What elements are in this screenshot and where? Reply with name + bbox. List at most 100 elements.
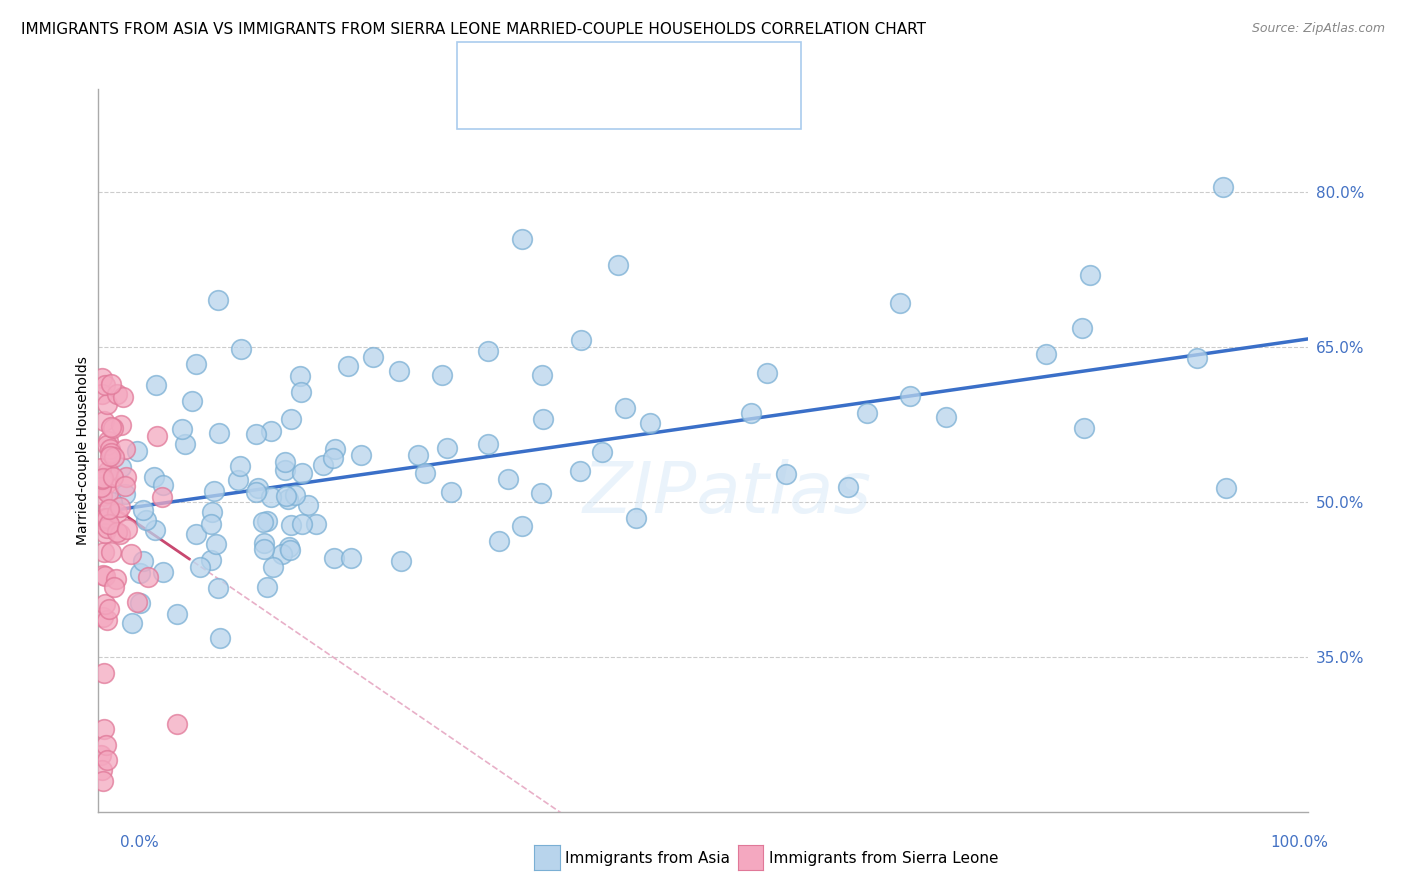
Point — [278, 542, 301, 557]
Point — [136, 570, 159, 584]
Point — [312, 458, 335, 472]
Text: R =  0.373   N = 107: R = 0.373 N = 107 — [516, 58, 697, 76]
Point — [96, 511, 118, 525]
Point — [531, 368, 554, 382]
Point — [107, 386, 129, 401]
Point — [103, 421, 125, 435]
Point — [135, 514, 157, 528]
Point — [91, 471, 114, 485]
Point — [200, 553, 222, 567]
Point — [100, 449, 122, 463]
Point — [291, 517, 314, 532]
Point — [91, 764, 114, 778]
Point — [96, 434, 118, 448]
Point — [96, 753, 118, 767]
Point — [114, 442, 136, 456]
Point — [166, 717, 188, 731]
Point — [152, 478, 174, 492]
Point — [253, 536, 276, 550]
Point — [389, 554, 412, 568]
Point — [96, 397, 118, 411]
Point — [96, 438, 118, 452]
Point — [146, 428, 169, 442]
Point — [121, 616, 143, 631]
Point — [100, 420, 122, 434]
Point — [245, 426, 267, 441]
Point — [120, 547, 142, 561]
Point — [488, 533, 510, 548]
Point — [569, 464, 592, 478]
Point — [245, 485, 267, 500]
Point — [97, 464, 120, 478]
Point — [569, 333, 592, 347]
Point — [337, 359, 360, 373]
Point — [477, 343, 499, 358]
Point — [260, 425, 283, 439]
Point — [91, 773, 114, 788]
Point — [93, 545, 115, 559]
Point — [110, 527, 132, 541]
Point — [280, 412, 302, 426]
Point — [129, 597, 152, 611]
Point — [172, 422, 194, 436]
Point — [91, 610, 114, 624]
Text: ZIPatlas: ZIPatlas — [582, 459, 872, 528]
Point — [208, 631, 231, 645]
Text: Immigrants from Sierra Leone: Immigrants from Sierra Leone — [769, 851, 998, 865]
Point — [290, 385, 312, 400]
Point — [388, 364, 411, 378]
Point — [110, 500, 132, 515]
Point — [105, 524, 128, 539]
Point — [115, 522, 138, 536]
Point — [291, 466, 314, 480]
Point — [90, 747, 112, 762]
Point — [756, 366, 779, 380]
Point — [94, 569, 117, 583]
Point — [90, 472, 112, 486]
Point — [510, 232, 533, 246]
Point — [256, 514, 278, 528]
Text: IMMIGRANTS FROM ASIA VS IMMIGRANTS FROM SIERRA LEONE MARRIED-COUPLE HOUSEHOLDS C: IMMIGRANTS FROM ASIA VS IMMIGRANTS FROM … — [21, 22, 927, 37]
Point — [114, 478, 136, 492]
Point — [252, 515, 274, 529]
Text: 0.0%: 0.0% — [120, 836, 159, 850]
Point — [114, 487, 136, 501]
Point — [323, 442, 346, 457]
Point — [1215, 481, 1237, 495]
Point — [125, 443, 148, 458]
Point — [101, 494, 124, 508]
Point — [103, 450, 125, 464]
Y-axis label: Married-couple Households: Married-couple Households — [76, 356, 90, 545]
Point — [280, 517, 302, 532]
Point — [775, 467, 797, 481]
Point — [1187, 351, 1209, 365]
Point — [93, 414, 115, 428]
Point — [436, 441, 458, 455]
Text: 100.0%: 100.0% — [1271, 836, 1329, 850]
Point — [101, 470, 124, 484]
Point — [256, 580, 278, 594]
Point — [103, 580, 125, 594]
Point — [322, 450, 344, 465]
Point — [97, 470, 120, 484]
Point — [150, 490, 173, 504]
Point — [100, 446, 122, 460]
Point — [96, 613, 118, 627]
Point — [406, 448, 429, 462]
Point — [226, 474, 249, 488]
Point — [439, 485, 461, 500]
Point — [1035, 347, 1057, 361]
Point — [110, 459, 132, 474]
Point — [607, 258, 630, 272]
Point — [90, 475, 112, 489]
Point — [94, 477, 117, 491]
Point — [93, 513, 115, 527]
Point — [104, 573, 127, 587]
Point — [1073, 420, 1095, 434]
Point — [93, 378, 115, 392]
Text: Source: ZipAtlas.com: Source: ZipAtlas.com — [1251, 22, 1385, 36]
Point — [94, 526, 117, 541]
Point — [613, 401, 636, 416]
Point — [98, 442, 121, 457]
Point — [277, 491, 299, 506]
